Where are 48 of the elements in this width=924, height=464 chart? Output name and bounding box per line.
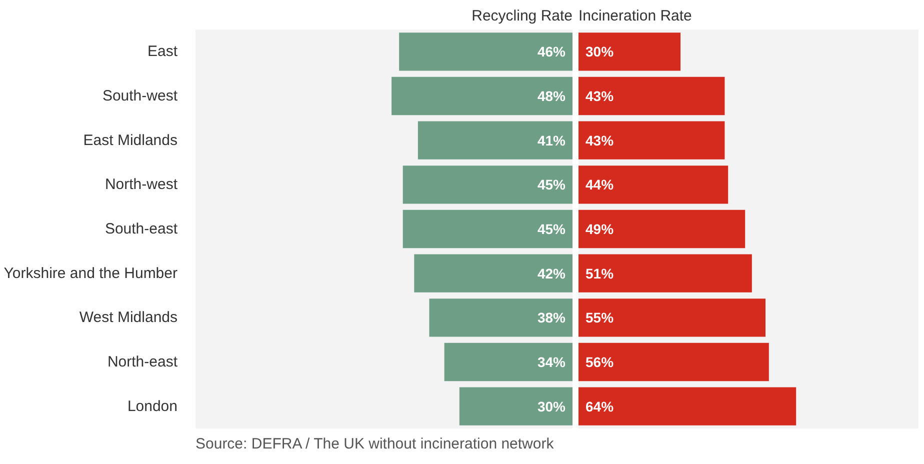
bar [578, 76, 725, 116]
data-label: 38% [537, 310, 566, 326]
bar [578, 342, 769, 382]
bar [578, 32, 680, 71]
y-tick-label: East Midlands [83, 132, 178, 149]
data-label: 55% [586, 310, 614, 326]
bar [399, 32, 572, 71]
bar [578, 121, 725, 160]
bar [578, 210, 746, 248]
data-label: 64% [586, 398, 614, 414]
data-label: 48% [537, 88, 566, 104]
y-tick-label: North-west [104, 176, 178, 194]
bar [414, 254, 572, 292]
data-label: 30% [537, 398, 566, 414]
data-label: 56% [586, 354, 614, 370]
data-label: 43% [586, 88, 614, 104]
bar [402, 210, 572, 248]
source-note: Source: DEFRA / The UK without incineration network [196, 436, 554, 452]
y-tick-label: Yorkshire and the Humber [4, 264, 178, 282]
data-label: 51% [586, 265, 614, 282]
data-label: 49% [586, 221, 614, 237]
bar [402, 166, 572, 204]
bar [429, 298, 572, 337]
y-tick-label: London [127, 398, 178, 415]
data-label: 46% [537, 44, 566, 60]
data-label: 42% [537, 265, 566, 282]
y-tick-label: East [147, 43, 178, 60]
data-label: 30% [586, 44, 614, 60]
y-tick-label: South-west [102, 88, 178, 104]
bar [392, 76, 572, 116]
bar [578, 166, 728, 204]
y-tick-label: South-east [104, 220, 178, 238]
data-label: 44% [586, 176, 614, 193]
bar [578, 254, 752, 292]
data-label: 43% [586, 132, 614, 148]
chart-title: Incineration Rate [578, 8, 692, 24]
data-label: 45% [537, 176, 566, 193]
bar [459, 387, 572, 426]
bar [418, 121, 572, 160]
y-tick-label: West Midlands [79, 309, 178, 326]
bar [578, 387, 796, 426]
bar [444, 342, 572, 382]
data-label: 34% [537, 354, 566, 370]
data-label: 41% [537, 132, 566, 148]
y-tick-label: North-east [107, 354, 178, 370]
data-label: 45% [537, 221, 566, 237]
bar [578, 298, 766, 337]
chart-title: Recycling Rate [472, 8, 573, 24]
